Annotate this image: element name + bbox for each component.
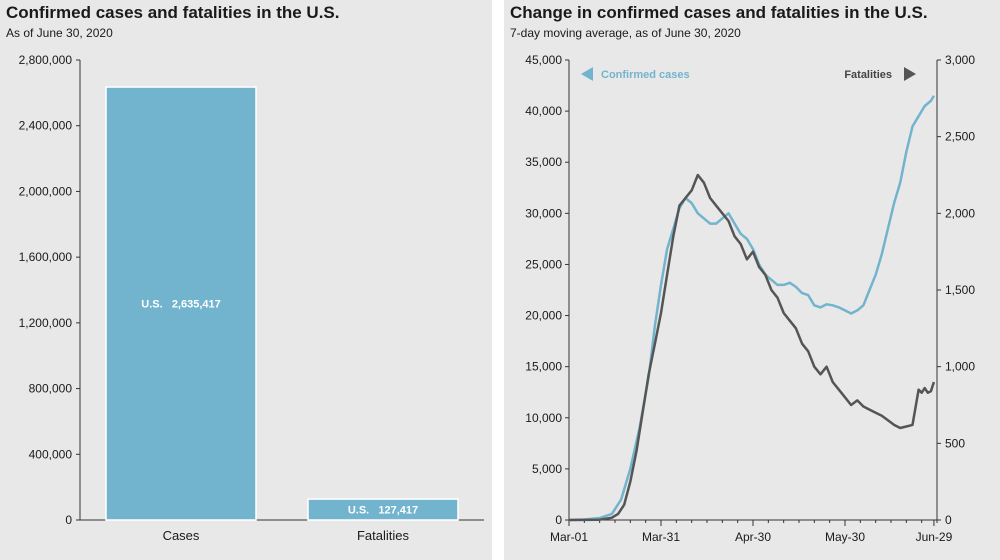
bar-data-label-value: 2,635,417 [172,299,221,311]
left-y-tick-label: 40,000 [525,104,562,118]
left-chart-panel: Confirmed cases and fatalities in the U.… [0,0,492,560]
left-y-tick-label: 0 [555,513,562,527]
bar-data-label: U.S. 2,635,417 [141,299,221,311]
x-tick-label: Mar-01 [550,530,588,544]
y-tick-label: 1,600,000 [19,250,73,264]
legend-fatalities: Fatalities [844,69,892,81]
y-tick-label: 1,200,000 [19,316,73,330]
left-y-tick-label: 30,000 [525,206,562,220]
right-y-tick-label: 500 [945,436,965,450]
bar-fatalities [307,498,459,521]
legend-confirmed-cases: Confirmed cases [601,69,690,81]
right-chart-title: Change in confirmed cases and fatalities… [510,3,928,22]
right-y-tick-label: 2,000 [945,206,975,220]
left-arrow-icon [581,67,593,81]
bar-data-label-prefix: U.S. [348,505,379,517]
bar-cases [105,86,257,521]
bar-chart: 0 400,000 800,000 1,200,000 1,600,000 2,000,0… [19,53,484,543]
confirmed-cases-line [568,95,935,522]
x-tick-label: Mar-31 [642,530,680,544]
x-tick-label: Jun-29 [916,530,953,544]
y-tick-label: 800,000 [29,382,73,396]
y-tick-label: 0 [65,513,72,527]
bar-data-label: U.S. 127,417 [348,505,418,517]
bar-data-label-prefix: U.S. [141,299,172,311]
x-category-label: Fatalities [357,528,410,543]
right-chart-panel: Change in confirmed cases and fatalities… [504,0,1000,560]
left-y-tick-label: 25,000 [525,257,562,271]
y-tick-label: 2,000,000 [19,184,73,198]
right-y-tick-label: 3,000 [945,53,975,67]
y-tick-label: 400,000 [29,447,73,461]
y-tick-label: 2,800,000 [19,53,73,67]
right-arrow-icon [904,67,916,81]
left-y-tick-label: 35,000 [525,155,562,169]
left-y-tick-label: 10,000 [525,411,562,425]
left-chart-title: Confirmed cases and fatalities in the U.… [6,3,340,22]
left-y-tick-label: 5,000 [532,462,562,476]
x-tick-label: Apr-30 [735,530,771,544]
right-y-tick-label: 2,500 [945,130,975,144]
bar-data-label-value: 127,417 [378,505,418,517]
left-chart-subtitle: As of June 30, 2020 [6,26,113,40]
y-tick-label: 2,400,000 [19,119,73,133]
left-y-tick-label: 20,000 [525,309,562,323]
right-chart-subtitle: 7-day moving average, as of June 30, 202… [510,26,741,40]
right-y-tick-label: 0 [945,513,952,527]
right-y-tick-label: 1,000 [945,360,975,374]
fatalities-line [568,173,936,522]
left-y-tick-label: 45,000 [525,53,562,67]
x-category-label: Cases [163,528,200,543]
x-tick-label: May-30 [825,530,865,544]
line-chart: 0 5,000 10,000 15,000 20,000 25,000 30,000 35,0… [525,53,975,544]
left-y-tick-label: 15,000 [525,360,562,374]
right-y-tick-label: 1,500 [945,283,975,297]
